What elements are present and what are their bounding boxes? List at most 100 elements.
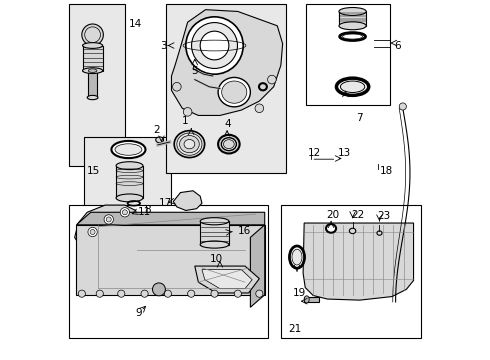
Ellipse shape xyxy=(218,77,250,107)
Ellipse shape xyxy=(111,141,146,158)
Ellipse shape xyxy=(156,137,164,143)
Circle shape xyxy=(200,31,229,60)
Bar xyxy=(166,4,286,173)
Circle shape xyxy=(96,290,103,297)
Ellipse shape xyxy=(82,42,102,48)
Circle shape xyxy=(118,290,125,297)
Ellipse shape xyxy=(200,241,229,248)
Polygon shape xyxy=(76,225,265,295)
Bar xyxy=(304,297,319,302)
Circle shape xyxy=(255,104,264,113)
Circle shape xyxy=(152,283,166,296)
Ellipse shape xyxy=(349,228,356,234)
Text: 19: 19 xyxy=(293,288,306,298)
Text: 15: 15 xyxy=(87,166,100,176)
Circle shape xyxy=(90,229,95,234)
Text: 1: 1 xyxy=(181,116,188,126)
Text: 4: 4 xyxy=(224,119,231,129)
Text: 21: 21 xyxy=(288,324,301,334)
Circle shape xyxy=(211,290,218,297)
Ellipse shape xyxy=(377,231,382,235)
Polygon shape xyxy=(202,270,252,289)
Text: 2: 2 xyxy=(153,125,160,135)
Ellipse shape xyxy=(221,81,247,103)
Ellipse shape xyxy=(339,8,366,15)
Text: 16: 16 xyxy=(238,226,251,236)
Circle shape xyxy=(122,210,127,215)
Text: 11: 11 xyxy=(137,207,150,217)
Bar xyxy=(84,137,172,226)
Circle shape xyxy=(120,208,129,217)
Bar xyxy=(116,166,143,198)
Polygon shape xyxy=(195,266,259,293)
Circle shape xyxy=(172,82,181,91)
Text: 10: 10 xyxy=(210,254,223,264)
Polygon shape xyxy=(250,225,265,307)
Text: 12: 12 xyxy=(308,148,321,158)
Text: 23: 23 xyxy=(378,211,391,221)
Circle shape xyxy=(256,290,263,297)
Ellipse shape xyxy=(179,135,199,153)
Bar xyxy=(339,12,366,26)
Text: 18: 18 xyxy=(379,166,392,176)
Ellipse shape xyxy=(337,78,368,95)
Bar xyxy=(281,205,421,338)
Circle shape xyxy=(192,46,197,52)
Text: 14: 14 xyxy=(128,19,142,29)
Bar xyxy=(88,71,97,98)
Circle shape xyxy=(192,23,238,68)
Ellipse shape xyxy=(304,296,309,303)
Ellipse shape xyxy=(343,34,363,39)
Circle shape xyxy=(188,42,201,55)
Circle shape xyxy=(104,215,113,224)
Bar xyxy=(69,4,125,166)
Bar xyxy=(69,205,269,338)
Text: 17: 17 xyxy=(159,198,172,208)
Text: 7: 7 xyxy=(356,113,363,123)
Ellipse shape xyxy=(174,131,205,158)
Polygon shape xyxy=(76,212,265,225)
Ellipse shape xyxy=(223,140,234,149)
Text: 6: 6 xyxy=(394,41,401,50)
Ellipse shape xyxy=(221,138,236,150)
Text: 5: 5 xyxy=(191,66,197,76)
Text: 8: 8 xyxy=(145,205,151,215)
Text: 3: 3 xyxy=(161,41,167,50)
Circle shape xyxy=(106,217,111,222)
Circle shape xyxy=(85,27,100,42)
Polygon shape xyxy=(303,223,414,300)
Ellipse shape xyxy=(326,224,336,233)
Ellipse shape xyxy=(177,133,202,155)
Ellipse shape xyxy=(184,139,195,149)
Ellipse shape xyxy=(339,22,366,30)
Text: 9: 9 xyxy=(136,309,142,318)
Ellipse shape xyxy=(218,135,240,153)
Ellipse shape xyxy=(87,95,98,100)
Circle shape xyxy=(186,17,243,74)
Ellipse shape xyxy=(200,218,229,225)
Ellipse shape xyxy=(82,68,102,73)
Polygon shape xyxy=(172,10,283,116)
Polygon shape xyxy=(74,205,137,253)
Circle shape xyxy=(268,75,276,84)
Ellipse shape xyxy=(116,194,143,202)
Circle shape xyxy=(164,290,171,297)
Polygon shape xyxy=(173,191,202,211)
Circle shape xyxy=(188,290,195,297)
Circle shape xyxy=(399,103,406,110)
Circle shape xyxy=(141,290,148,297)
Circle shape xyxy=(78,290,85,297)
Ellipse shape xyxy=(115,144,142,155)
Ellipse shape xyxy=(341,81,365,93)
Ellipse shape xyxy=(88,69,97,72)
Ellipse shape xyxy=(290,246,304,268)
Bar xyxy=(306,4,390,105)
Circle shape xyxy=(82,24,103,45)
Text: 20: 20 xyxy=(326,210,339,220)
Text: 13: 13 xyxy=(338,148,351,158)
Circle shape xyxy=(234,290,242,297)
Circle shape xyxy=(88,227,97,237)
Text: 22: 22 xyxy=(351,210,365,220)
Ellipse shape xyxy=(292,249,302,265)
Bar xyxy=(200,221,229,244)
